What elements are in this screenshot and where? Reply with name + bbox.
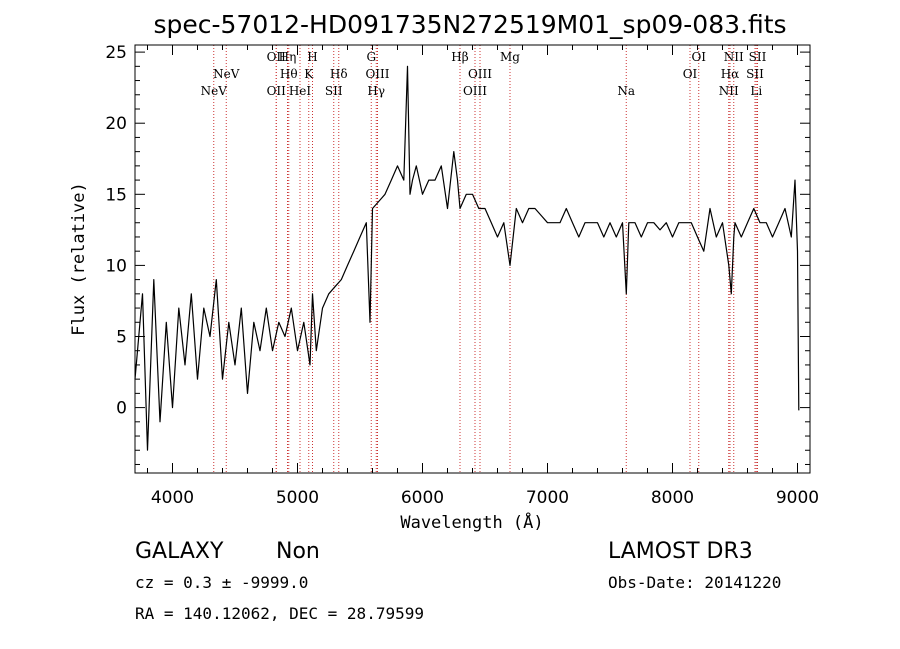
emission-line-label: NeV bbox=[201, 84, 228, 98]
coordinates-info: RA = 140.12062, DEC = 28.79599 bbox=[135, 604, 424, 623]
emission-line-label: NII bbox=[724, 50, 744, 64]
emission-line-label: Hβ bbox=[451, 50, 468, 64]
chart-title: spec-57012-HD091735N272519M01_sp09-083.f… bbox=[153, 10, 786, 39]
emission-line-markers bbox=[213, 45, 758, 473]
x-tick-label: 4000 bbox=[151, 488, 194, 508]
x-axis-label: Wavelength (Å) bbox=[400, 511, 543, 533]
survey-name: LAMOST DR3 bbox=[608, 539, 753, 564]
emission-line-label: Hγ bbox=[367, 84, 385, 98]
emission-line-label: G bbox=[366, 50, 376, 64]
y-axis-ticks: 0 5 10 15 20 25 bbox=[105, 43, 810, 465]
x-tick-label: 7000 bbox=[526, 488, 569, 508]
emission-line-label: OI bbox=[691, 50, 706, 64]
y-axis-label: Flux (relative) bbox=[69, 182, 89, 336]
emission-line-label: Li bbox=[750, 84, 762, 98]
emission-line-label: OII bbox=[267, 84, 287, 98]
emission-line-label: OIII bbox=[463, 84, 487, 98]
emission-line-label: K bbox=[304, 67, 314, 81]
y-tick-label: 5 bbox=[116, 327, 127, 347]
emission-line-label: Mg bbox=[500, 50, 520, 64]
plot-frame bbox=[134, 44, 811, 474]
emission-line-label: Hθ bbox=[280, 67, 298, 81]
x-tick-label: 6000 bbox=[401, 488, 444, 508]
y-tick-label: 25 bbox=[105, 43, 127, 63]
emission-line-label: Hα bbox=[721, 67, 740, 81]
emission-line-label: OII bbox=[267, 50, 287, 64]
observation-date: Obs-Date: 20141220 bbox=[608, 573, 781, 592]
x-tick-label: 5000 bbox=[276, 488, 319, 508]
x-axis-ticks: 4000 5000 6000 7000 8000 9000 bbox=[147, 45, 819, 508]
spectrum-series-line bbox=[134, 65, 800, 451]
emission-line-label: NeV bbox=[213, 67, 240, 81]
emission-line-label: Na bbox=[617, 84, 635, 98]
series-layer bbox=[134, 65, 800, 451]
emission-line-label: SII bbox=[749, 50, 767, 64]
object-subclass: Non bbox=[276, 539, 320, 564]
emission-line-label: H bbox=[307, 50, 317, 64]
emission-line-label: OIII bbox=[365, 67, 389, 81]
y-tick-label: 10 bbox=[105, 256, 127, 276]
emission-line-label: OI bbox=[683, 67, 698, 81]
y-tick-label: 15 bbox=[105, 185, 127, 205]
y-tick-label: 20 bbox=[105, 114, 127, 134]
redshift-info: cz = 0.3 ± -9999.0 bbox=[135, 573, 308, 592]
x-tick-label: 8000 bbox=[651, 488, 694, 508]
emission-line-label: SII bbox=[746, 67, 764, 81]
emission-line-label: Hδ bbox=[330, 67, 348, 81]
x-tick-label: 9000 bbox=[776, 488, 819, 508]
emission-line-label: OIII bbox=[468, 67, 492, 81]
y-tick-label: 0 bbox=[116, 399, 127, 419]
emission-line-label: SII bbox=[325, 84, 343, 98]
emission-line-label: NII bbox=[719, 84, 739, 98]
object-class: GALAXY bbox=[135, 539, 224, 564]
emission-line-label: HeI bbox=[289, 84, 312, 98]
emission-line-label: Hη bbox=[279, 50, 297, 64]
